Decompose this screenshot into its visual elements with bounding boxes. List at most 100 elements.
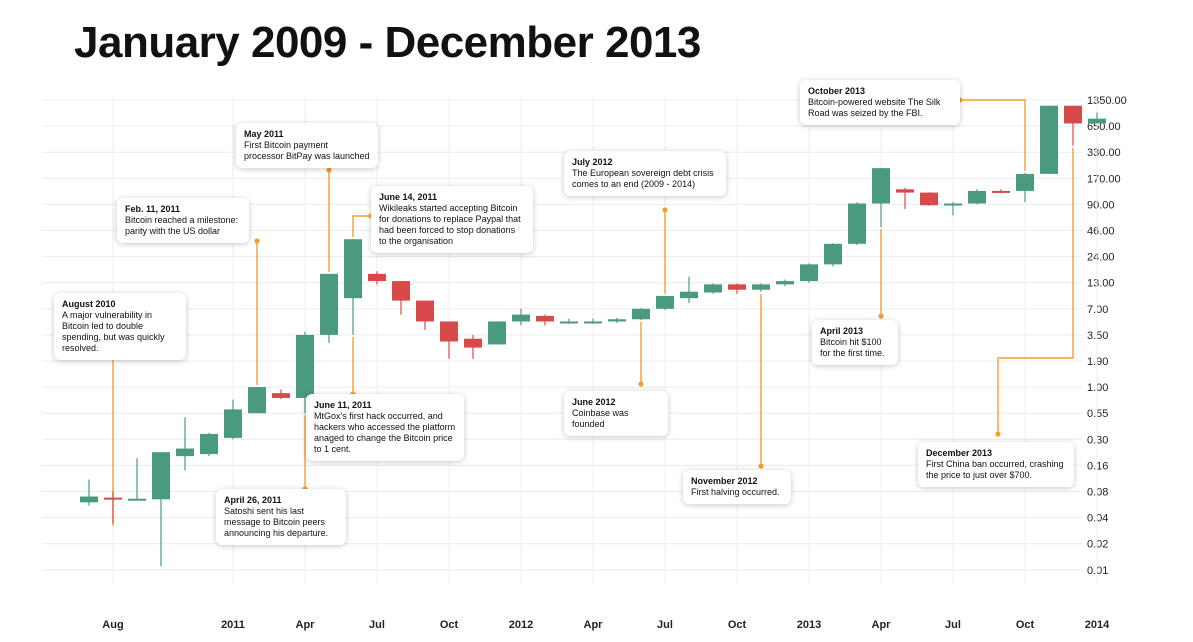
- annotation-jun14-2011: June 14, 2011 Wikileaks started acceptin…: [371, 186, 533, 253]
- annotation-connector: [960, 99, 1026, 171]
- annotation-date: Feb. 11, 2011: [125, 204, 181, 214]
- annotation-text: Coinbase was founded: [572, 408, 629, 429]
- annotation-oct-2013: October 2013 Bitcoin-powered website The…: [800, 80, 960, 125]
- annotation-may-2011: May 2011 First Bitcoin payment processor…: [236, 123, 378, 168]
- y-tick-label: 1.00: [1087, 382, 1108, 394]
- candle-up: [80, 496, 98, 503]
- y-tick-label: 0.01: [1087, 565, 1108, 577]
- candle-down: [536, 315, 554, 322]
- annotation-text: Bitcoin reached a milestone: parity with…: [125, 215, 239, 236]
- annotation-date: August 2010: [62, 299, 116, 309]
- y-tick-label: 0.08: [1087, 487, 1108, 499]
- candle-up: [1088, 118, 1106, 124]
- annotation-text: First China ban occurred, crashing the p…: [926, 459, 1064, 480]
- candle-up: [512, 314, 530, 322]
- candle-down: [920, 192, 938, 206]
- y-tick-label: 90.00: [1087, 199, 1115, 211]
- annotation-date: April 2013: [820, 326, 864, 336]
- candle-up: [1040, 105, 1058, 174]
- x-tick-label: Apr: [872, 619, 892, 631]
- chart-title: January 2009 - December 2013: [74, 18, 701, 67]
- annotation-connector: [997, 147, 1074, 434]
- annotation-dot: [758, 463, 764, 469]
- x-tick-label: Jul: [657, 619, 673, 631]
- annotation-dot: [995, 431, 1001, 437]
- x-tick-label: Jul: [369, 619, 385, 631]
- x-tick-label: Apr: [296, 619, 316, 631]
- candle-down: [368, 273, 386, 282]
- annotation-date: October 2013: [808, 86, 866, 96]
- candle-up: [656, 295, 674, 309]
- x-tick-label: 2013: [797, 619, 821, 631]
- candle-down: [992, 190, 1010, 193]
- candle-up: [152, 452, 170, 500]
- annotation-dot: [662, 207, 668, 213]
- x-tick-label: Oct: [1016, 619, 1035, 631]
- candle-up: [752, 284, 770, 290]
- annotation-text: Bitcoin-powered website The Silk Road wa…: [808, 97, 941, 118]
- x-tick-label: 2011: [221, 619, 245, 631]
- annotation-feb-2011: Feb. 11, 2011 Bitcoin reached a mileston…: [117, 198, 249, 243]
- candle-up: [824, 243, 842, 265]
- annotation-nov-2012: November 2012 First halving occurred.: [683, 470, 791, 504]
- annotation-date: April 26, 2011: [224, 495, 282, 505]
- candle-down: [104, 497, 122, 500]
- annotation-dot: [254, 238, 260, 244]
- y-tick-label: 13.00: [1087, 278, 1115, 290]
- x-tick-label: 2014: [1085, 619, 1110, 631]
- candle-up: [320, 273, 338, 335]
- annotation-date: December 2013: [926, 448, 993, 458]
- y-tick-label: 7.00: [1087, 304, 1108, 316]
- annotation-date: November 2012: [691, 476, 758, 486]
- annotation-text: MtGox's first hack occurred, and hackers…: [314, 411, 456, 454]
- annotation-text: First Bitcoin payment processor BitPay w…: [244, 140, 370, 161]
- candle-down: [464, 338, 482, 348]
- x-tick-label: 2012: [509, 619, 533, 631]
- annotation-text: First halving occurred.: [691, 487, 780, 497]
- candle-up: [776, 281, 794, 285]
- candle-up: [200, 433, 218, 455]
- y-tick-label: 24.00: [1087, 252, 1115, 264]
- annotation-apr-2013: April 2013 Bitcoin hit $100 for the firs…: [812, 320, 898, 365]
- y-tick-label: 1350.00: [1087, 95, 1127, 107]
- y-tick-label: 650.00: [1087, 121, 1121, 133]
- candle-down: [728, 284, 746, 290]
- annotation-date: June 2012: [572, 397, 616, 407]
- candle-up: [248, 387, 266, 414]
- candle-down: [1064, 105, 1082, 124]
- candle-up: [968, 190, 986, 204]
- x-tick-label: Oct: [728, 619, 747, 631]
- candle-up: [584, 321, 602, 324]
- candle-down: [440, 321, 458, 342]
- candle-up: [176, 448, 194, 457]
- y-tick-label: 0.04: [1087, 513, 1108, 525]
- candle-up: [944, 203, 962, 206]
- y-tick-label: 330.00: [1087, 147, 1121, 159]
- candle-up: [800, 264, 818, 282]
- candle-up: [704, 284, 722, 293]
- annotation-jun-2012: June 2012 Coinbase was founded: [564, 391, 668, 436]
- annotation-apr-2011: April 26, 2011 Satoshi sent his last mes…: [216, 489, 346, 545]
- candle-up: [296, 334, 314, 398]
- x-tick-label: Jul: [945, 619, 961, 631]
- y-tick-label: 0.55: [1087, 408, 1108, 420]
- y-tick-label: 0.16: [1087, 460, 1108, 472]
- x-tick-label: Apr: [584, 619, 604, 631]
- annotation-date: June 11, 2011: [314, 400, 372, 410]
- y-tick-label: 0.02: [1087, 539, 1108, 551]
- candle-down: [416, 300, 434, 322]
- candle-up: [128, 498, 146, 501]
- y-tick-label: 0.30: [1087, 434, 1108, 446]
- candle-up: [680, 291, 698, 299]
- candle-up: [608, 319, 626, 322]
- annotation-dot: [878, 313, 884, 319]
- annotation-date: May 2011: [244, 129, 284, 139]
- annotation-date: July 2012: [572, 157, 613, 167]
- annotation-text: The European sovereign debt crisis comes…: [572, 168, 714, 189]
- annotation-jul-2012: July 2012 The European sovereign debt cr…: [564, 151, 726, 196]
- candle-up: [632, 308, 650, 320]
- candle-down: [392, 281, 410, 301]
- annotation-text: Satoshi sent his last message to Bitcoin…: [224, 506, 329, 538]
- x-tick-label: Oct: [440, 619, 459, 631]
- annotation-connector: [352, 215, 371, 238]
